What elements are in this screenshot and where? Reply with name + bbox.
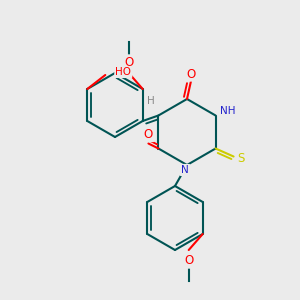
Text: H: H — [146, 95, 154, 106]
Text: O: O — [184, 254, 193, 268]
Text: NH: NH — [220, 106, 235, 116]
Text: N: N — [181, 165, 189, 175]
Text: N: N — [181, 165, 189, 175]
Text: S: S — [237, 152, 244, 165]
Text: O: O — [124, 56, 133, 68]
Text: HO: HO — [115, 67, 131, 77]
Text: O: O — [144, 128, 153, 141]
Text: O: O — [186, 68, 196, 80]
